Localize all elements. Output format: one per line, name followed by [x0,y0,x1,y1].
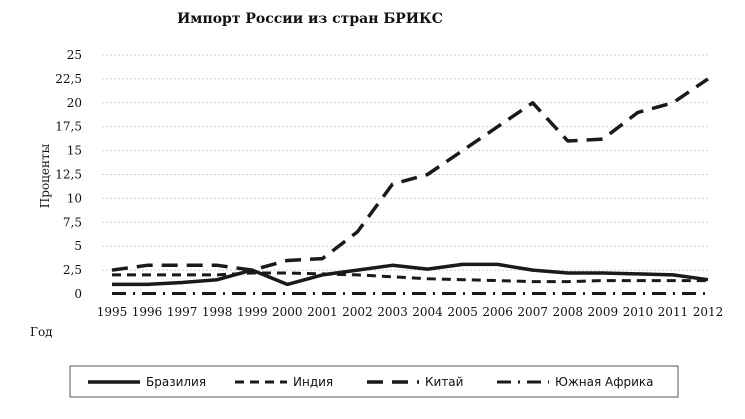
legend-label-4: Южная Африка [555,375,653,389]
y-tick-label: 20 [67,96,82,110]
x-tick-label: 1999 [237,305,268,319]
x-tick-label: 2008 [552,305,583,319]
y-tick-label: 15 [67,144,82,158]
legend-label-1: Бразилия [146,375,206,389]
series-line-2 [112,271,708,284]
x-axis-label: Год [30,325,53,339]
legend: Бразилия Индия Китай Южная Африка [69,365,679,398]
x-tick-label: 1996 [132,305,163,319]
x-tick-label: 2003 [377,305,408,319]
x-tick-label: 2011 [658,305,689,319]
y-tick-label: 17,5 [55,120,82,134]
x-tick-label: 1997 [167,305,198,319]
y-tick-label: 12,5 [55,168,82,182]
x-tick-label: 1998 [202,305,233,319]
x-tick-labels: 1995 1996 1997 1998 1999 2000 2001 2002 2003 2004… [97,305,724,319]
series-line-1 [112,262,709,287]
y-tick-label: 10 [67,191,82,205]
series-lines [111,77,709,295]
x-tick-label: 2004 [412,305,443,319]
grid [102,54,708,271]
x-tick-label: 2005 [447,305,478,319]
x-tick-label: 2012 [693,305,724,319]
y-tick-label: 25 [67,48,82,62]
y-tick-label: 5 [74,239,82,253]
y-tick-label: 0 [74,287,82,301]
series-line-3 [111,77,709,272]
y-tick-label: 2,5 [63,263,82,277]
x-tick-label: 2006 [482,305,513,319]
legend-label-3: Китай [425,375,463,389]
x-tick-label: 2002 [342,305,373,319]
legend-box [69,365,679,398]
y-axis-label: Проценты [38,143,52,208]
y-tick-label: 22,5 [55,72,82,86]
x-tick-label: 1995 [97,305,128,319]
x-tick-label: 2000 [272,305,303,319]
y-tick-labels: 0 2,5 5 7,5 10 12,5 15 17,5 20 22,5 25 [55,48,82,301]
legend-label-2: Индия [293,375,333,389]
chart-title: Импорт России из стран БРИКС [177,11,443,27]
x-tick-label: 2009 [588,305,619,319]
x-tick-label: 2007 [517,305,548,319]
x-tick-label: 2001 [307,305,338,319]
x-tick-label: 2010 [623,305,654,319]
y-tick-label: 7,5 [63,215,82,229]
